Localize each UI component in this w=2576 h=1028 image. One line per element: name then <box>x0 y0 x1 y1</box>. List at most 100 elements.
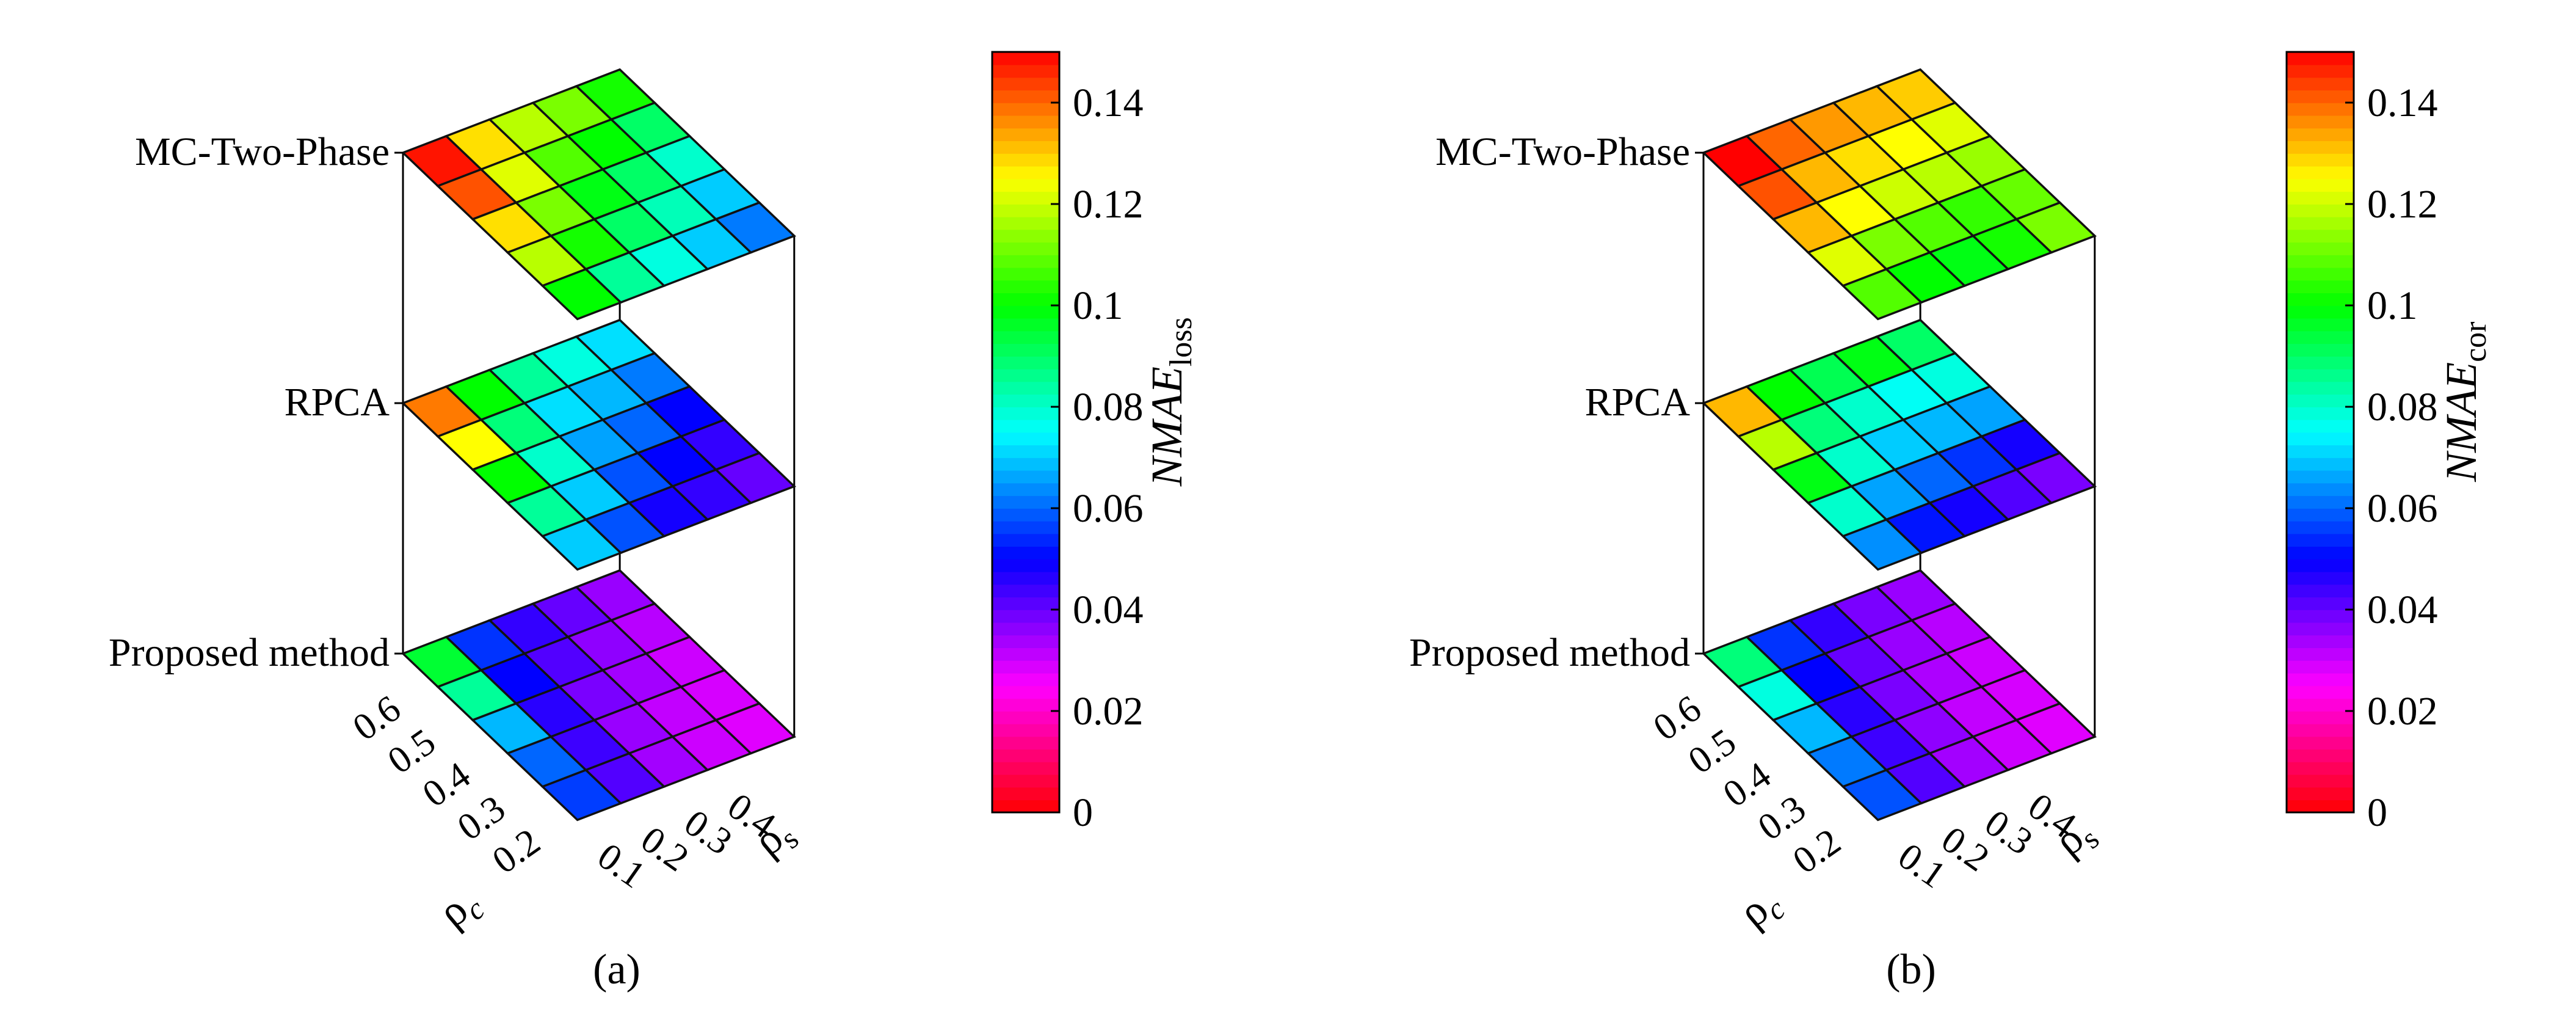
colorbar-segment <box>992 508 1059 522</box>
colorbar-segment <box>2287 635 2354 649</box>
colorbar-segment <box>2287 584 2354 598</box>
colorbar: 0 0.02 0.04 0.06 0.08 0.1 0.12 0.14 NMAEcor <box>2285 51 2493 835</box>
colorbar-segment <box>2287 229 2354 243</box>
colorbar-segment <box>992 470 1059 484</box>
colorbar-segment <box>2287 800 2354 813</box>
colorbar-segment <box>992 293 1059 306</box>
colorbar-segment <box>2287 255 2354 268</box>
colorbar-segment <box>2287 520 2354 534</box>
colorbar-segment <box>2287 52 2354 65</box>
colorbar-segment <box>992 610 1059 623</box>
colorbar-segment <box>2287 90 2354 103</box>
colorbar-segment <box>2287 571 2354 585</box>
colorbar-segment <box>2287 495 2354 509</box>
colorbar-segment <box>992 711 1059 724</box>
panel-subtitle: (a) <box>593 946 640 993</box>
colorbar-segment <box>2287 787 2354 801</box>
colorbar-segment <box>2287 698 2354 712</box>
colorbar-segment <box>2287 330 2354 344</box>
colorbar-segment <box>2287 622 2354 636</box>
colorbar-segment <box>2287 673 2354 687</box>
colorbar-segment <box>2287 685 2354 699</box>
colorbar-segment <box>2287 204 2354 217</box>
colorbar-segment <box>992 774 1059 788</box>
colorbar-segment <box>2287 483 2354 497</box>
colorbar-tick-label: 0.02 <box>2367 689 2438 734</box>
colorbar-segment <box>992 647 1059 661</box>
colorbar-segment <box>992 495 1059 509</box>
colorbar-segment <box>2287 381 2354 395</box>
colorbar-tick-label: 0.12 <box>1073 182 1144 227</box>
colorbar-segment <box>2287 457 2354 471</box>
colorbar-segment <box>992 90 1059 103</box>
colorbar-segment <box>2287 115 2354 129</box>
colorbar-segment <box>2287 711 2354 724</box>
colorbar-segment <box>2287 533 2354 547</box>
colorbar-segment <box>992 571 1059 585</box>
colorbar-segment <box>2287 343 2354 357</box>
colorbar-segment <box>992 584 1059 598</box>
colorbar-segment <box>992 52 1059 65</box>
colorbar-segment <box>2287 166 2354 180</box>
colorbar-segment <box>992 267 1059 281</box>
colorbar-segment <box>2287 445 2354 458</box>
colorbar-segment <box>992 407 1059 420</box>
colorbar-segment <box>992 330 1059 344</box>
colorbar-segment <box>2287 407 2354 420</box>
colorbar-segment <box>2287 647 2354 661</box>
colorbar-segment <box>2287 660 2354 674</box>
y-axis-label: ρc <box>1729 877 1791 941</box>
colorbar-segment <box>992 216 1059 230</box>
colorbar-segment <box>992 622 1059 636</box>
colorbar-segment <box>992 103 1059 116</box>
colorbar-segment <box>992 673 1059 687</box>
colorbar-tick-label: 0.02 <box>1073 689 1144 734</box>
layer-proposed-method: Proposed method <box>109 569 797 822</box>
heatmap-cell <box>714 201 797 254</box>
layer-rpca: RPCA <box>1585 318 2097 571</box>
colorbar-segment <box>992 280 1059 294</box>
colorbar-segment <box>2287 559 2354 572</box>
colorbar-segment <box>992 166 1059 180</box>
colorbar-segment <box>992 533 1059 547</box>
colorbar-segment <box>992 762 1059 775</box>
colorbar-segment <box>2287 610 2354 623</box>
colorbar-segment <box>992 381 1059 395</box>
colorbar-segment <box>2287 293 2354 306</box>
colorbar-tick-label: 0.08 <box>1073 385 1144 429</box>
colorbar-label: NMAEloss <box>1142 317 1199 487</box>
layer-label: Proposed method <box>109 630 390 675</box>
colorbar-segment <box>992 520 1059 534</box>
colorbar-segment <box>2287 64 2354 78</box>
colorbar-segment <box>992 191 1059 205</box>
layer-mc-two-phase: MC-Two-Phase <box>1435 68 2097 321</box>
colorbar-segment <box>992 685 1059 699</box>
colorbar-segment <box>992 483 1059 497</box>
colorbar-segment <box>2287 305 2354 319</box>
colorbar-segment <box>992 787 1059 801</box>
colorbar-segment <box>2287 736 2354 750</box>
colorbar-segment <box>992 445 1059 458</box>
colorbar-segment <box>992 698 1059 712</box>
colorbar-tick-label: 0 <box>2367 790 2387 835</box>
colorbar-segment <box>2287 153 2354 167</box>
heatmap-cell <box>2014 451 2097 505</box>
colorbar-segment <box>992 723 1059 737</box>
colorbar-segment <box>992 597 1059 610</box>
colorbar-tick-label: 0.12 <box>2367 182 2438 227</box>
colorbar-segment <box>992 255 1059 268</box>
colorbar-segment <box>992 546 1059 560</box>
colorbar-segment <box>2287 723 2354 737</box>
y-axis-label: ρc <box>429 877 491 941</box>
colorbar-segment <box>2287 77 2354 91</box>
colorbar-segment <box>2287 242 2354 255</box>
colorbar-tick-label: 0.1 <box>2367 283 2418 328</box>
colorbar-segment <box>992 356 1059 370</box>
colorbar-segment <box>2287 419 2354 433</box>
heatmap-cell <box>2014 201 2097 254</box>
colorbar-tick-label: 0.14 <box>2367 81 2438 125</box>
colorbar-segment <box>2287 267 2354 281</box>
colorbar-segment <box>992 318 1059 332</box>
colorbar-segment <box>992 635 1059 649</box>
